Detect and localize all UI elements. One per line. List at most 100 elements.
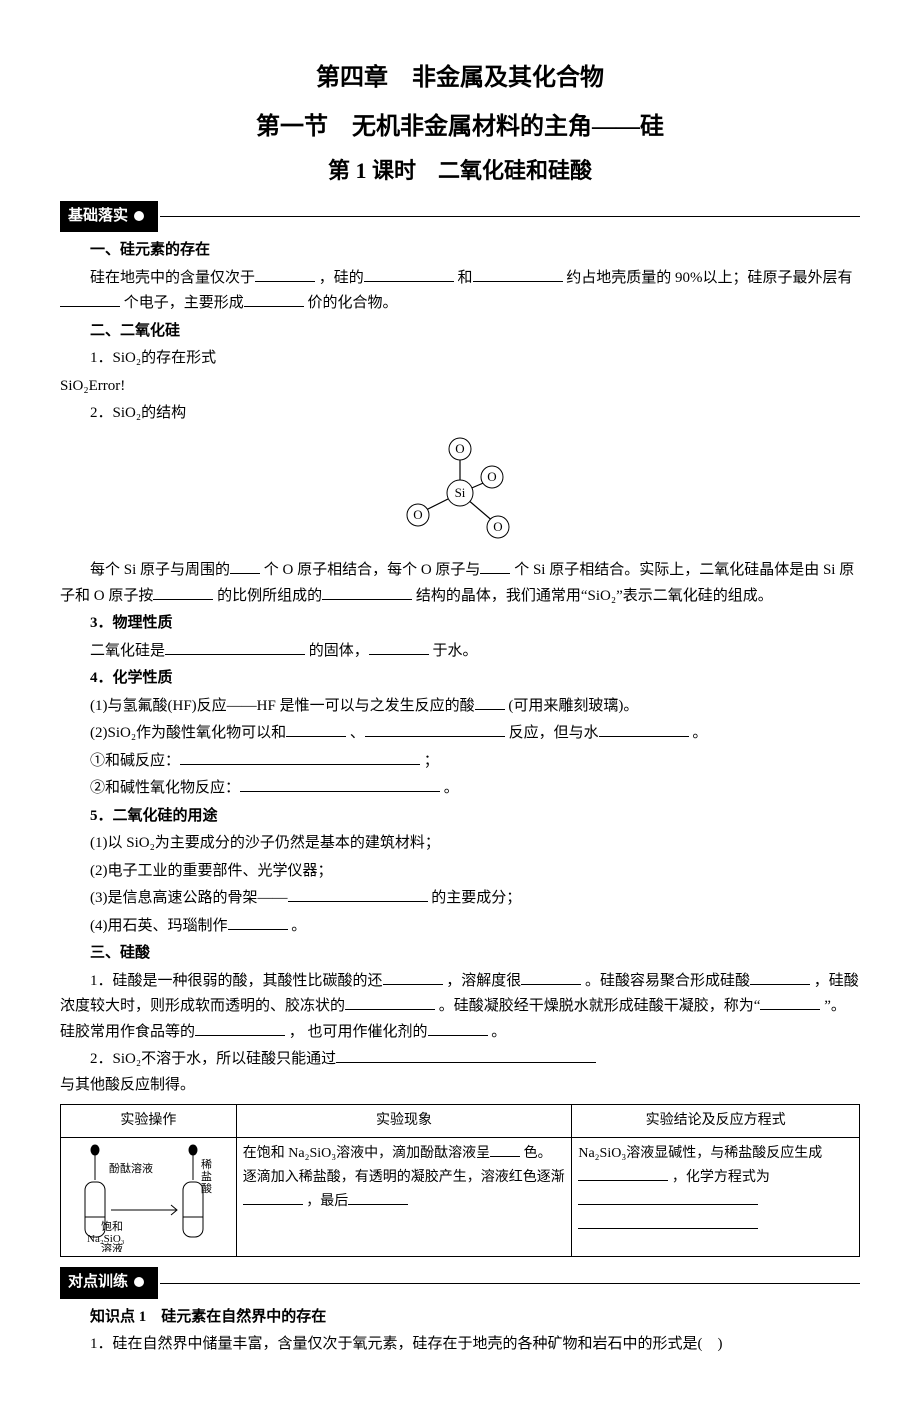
heading-2-1: 1．SiO₂的存在形式 <box>60 346 860 372</box>
blank <box>322 585 412 600</box>
txt: 的比例所组成的 <box>217 588 322 604</box>
section-title: 第一节 无机非金属材料的主角——硅 <box>60 107 860 148</box>
blank <box>336 1048 596 1063</box>
blank <box>230 559 260 574</box>
sio2-structure-diagram: Si O O O O <box>60 433 860 553</box>
diag-label-1: 酚酞溶液 <box>109 1161 153 1175</box>
txt: ； <box>424 753 439 769</box>
txt: (4)用石英、玛瑙制作 <box>90 918 228 934</box>
o-label: O <box>487 469 496 484</box>
blank <box>228 915 288 930</box>
tab-practice-row: 对点训练 <box>60 1267 860 1299</box>
txt: 每个 Si 原子与周围的 <box>90 562 230 578</box>
heading-2: 二、二氧化硅 <box>60 319 860 345</box>
blank <box>195 1021 285 1036</box>
tab-rule <box>160 216 860 217</box>
o-label: O <box>493 519 502 534</box>
blank <box>521 970 581 985</box>
q1: 1．硅在自然界中储量丰富，含量仅次于氧元素，硅存在于地壳的各种矿物和岩石中的形式… <box>60 1332 860 1358</box>
blank <box>286 722 346 737</box>
txt: 。 <box>491 1024 506 1040</box>
para-5-3: (3)是信息高速公路的骨架—— 的主要成分； <box>60 886 860 912</box>
blank <box>243 1191 303 1205</box>
txt: 的固体， <box>309 643 369 659</box>
para-4-2: (2)SiO₂作为酸性氧化物可以和 、 反应，但与水 。 <box>60 721 860 747</box>
blank <box>240 777 440 792</box>
blank <box>480 559 510 574</box>
para-4-1: (1)与氢氟酸(HF)反应——HF 是惟一可以与之发生反应的酸 (可用来雕刻玻璃… <box>60 694 860 720</box>
txt: 。硅酸容易聚合形成硅酸 <box>585 973 750 989</box>
blank <box>428 1021 488 1036</box>
blank <box>475 695 505 710</box>
si-label: Si <box>455 485 466 500</box>
blank <box>180 750 420 765</box>
tab-basic: 基础落实 <box>60 201 158 233</box>
blank <box>364 267 454 282</box>
diag-label-3c: 溶液 <box>101 1241 123 1252</box>
para-1: 硅在地壳中的含量仅次于 ，硅的 和 约占地壳质量的 90%以上；硅原子最外层有 … <box>60 266 860 317</box>
txt: ， 也可用作催化剂的 <box>289 1024 428 1040</box>
blank <box>369 640 429 655</box>
o-label: O <box>413 507 422 522</box>
heading-2-4: 4．化学性质 <box>60 666 860 692</box>
txt: 1．硅酸是一种很弱的酸，其酸性比碳酸的还 <box>90 973 383 989</box>
heading-1: 一、硅元素的存在 <box>60 238 860 264</box>
th-operation: 实验操作 <box>61 1105 237 1138</box>
blank <box>599 722 689 737</box>
blank <box>578 1215 758 1229</box>
txt: 。 <box>444 780 459 796</box>
txt: 价的化合物。 <box>308 295 398 311</box>
heading-2-3: 3．物理性质 <box>60 611 860 637</box>
para-4-3: ①和碱反应： ； <box>60 749 860 775</box>
tab-practice: 对点训练 <box>60 1267 158 1299</box>
diag-label-2b: 盐 <box>201 1170 212 1183</box>
para-2: 每个 Si 原子与周围的 个 O 原子相结合，每个 O 原子与 个 Si 原子相… <box>60 558 860 609</box>
txt: 2．SiO₂不溶于水，所以硅酸只能通过 <box>90 1051 336 1067</box>
chapter-title: 第四章 非金属及其化合物 <box>60 58 860 99</box>
diag-label-2a: 稀 <box>201 1158 212 1171</box>
table-header-row: 实验操作 实验现象 实验结论及反应方程式 <box>61 1105 860 1138</box>
lesson-title: 第 1 课时 二氧化硅和硅酸 <box>60 152 860 189</box>
txt: (可用来雕刻玻璃)。 <box>508 698 638 714</box>
txt: (2)SiO₂作为酸性氧化物可以和 <box>90 725 286 741</box>
para-7: 2．SiO₂不溶于水，所以硅酸只能通过 与其他酸反应制得。 <box>60 1047 860 1098</box>
txt: ①和碱反应： <box>90 753 180 769</box>
blank <box>578 1191 758 1205</box>
txt: 反应，但与水 <box>509 725 599 741</box>
para-6: 1．硅酸是一种很弱的酸，其酸性比碳酸的还 ，溶解度很 。硅酸容易聚合形成硅酸 ，… <box>60 969 860 1046</box>
txt: 在饱和 Na₂SiO₃溶液中，滴加酚酞溶液呈 <box>243 1146 490 1161</box>
txt: 于水。 <box>433 643 478 659</box>
txt: 。 <box>692 725 707 741</box>
txt: 硅在地壳中的含量仅次于 <box>90 270 255 286</box>
txt: ，化学方程式为 <box>672 1170 770 1185</box>
txt: 。 <box>291 918 306 934</box>
para-5-1: (1)以 SiO₂为主要成分的沙子仍然是基本的建筑材料； <box>60 831 860 857</box>
txt: 约占地壳质量的 90%以上；硅原子最外层有 <box>566 270 852 286</box>
blank <box>153 585 213 600</box>
blank <box>348 1191 408 1205</box>
txt: 二氧化硅是 <box>90 643 165 659</box>
para-4-4: ②和碱性氧化物反应： 。 <box>60 776 860 802</box>
txt: 的主要成分； <box>431 890 521 906</box>
blank <box>288 887 428 902</box>
txt: (3)是信息高速公路的骨架—— <box>90 890 288 906</box>
blank <box>365 722 505 737</box>
txt: 结构的晶体，我们通常用“SiO₂”表示二氧化硅的组成。 <box>416 588 773 604</box>
txt: ，硅的 <box>319 270 364 286</box>
txt: 个电子，主要形成 <box>124 295 244 311</box>
txt: ) <box>718 1336 723 1352</box>
blank <box>473 267 563 282</box>
txt: ，最后 <box>306 1194 348 1209</box>
tab-basic-row: 基础落实 <box>60 201 860 233</box>
table-row: 酚酞溶液 稀 盐 酸 饱和 Na₂SiO₃ 溶液 在饱和 Na₂SiO₃溶液中，… <box>61 1138 860 1257</box>
blank <box>345 995 435 1010</box>
para-5-4: (4)用石英、玛瑙制作 。 <box>60 914 860 940</box>
txt: ②和碱性氧化物反应： <box>90 780 240 796</box>
kp1: 知识点 1 硅元素在自然界中的存在 <box>60 1305 860 1331</box>
cell-conclusion: Na₂SiO₃溶液显碱性，与稀盐酸反应生成 ，化学方程式为 <box>572 1138 860 1257</box>
heading-2-2: 2．SiO₂的结构 <box>60 401 860 427</box>
txt: 个 O 原子相结合，每个 O 原子与 <box>264 562 481 578</box>
tab-rule <box>160 1283 860 1284</box>
blank <box>760 995 820 1010</box>
txt: (1)与氢氟酸(HF)反应——HF 是惟一可以与之发生反应的酸 <box>90 698 475 714</box>
